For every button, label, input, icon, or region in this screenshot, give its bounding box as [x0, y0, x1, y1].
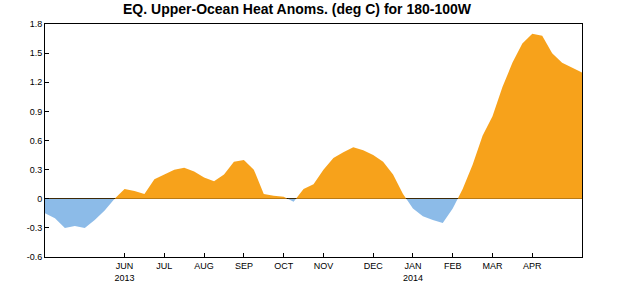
- svg-text:0.9: 0.9: [30, 107, 43, 117]
- svg-text:1.2: 1.2: [30, 77, 43, 87]
- svg-text:AUG: AUG: [194, 261, 214, 271]
- svg-text:NOV: NOV: [314, 261, 334, 271]
- svg-text:-0.6: -0.6: [27, 252, 43, 262]
- svg-text:-0.3: -0.3: [27, 223, 43, 233]
- svg-text:OCT: OCT: [274, 261, 294, 271]
- svg-text:0.3: 0.3: [30, 165, 43, 175]
- svg-text:SEP: SEP: [235, 261, 253, 271]
- svg-text:MAR: MAR: [483, 261, 504, 271]
- svg-text:JAN2014: JAN2014: [403, 261, 423, 283]
- svg-text:JUL: JUL: [156, 261, 172, 271]
- svg-text:EQ. Upper-Ocean Heat Anoms. (d: EQ. Upper-Ocean Heat Anoms. (deg C) for …: [123, 1, 472, 17]
- svg-text:DEC: DEC: [364, 261, 384, 271]
- svg-text:FEB: FEB: [444, 261, 462, 271]
- svg-text:JUN2013: JUN2013: [115, 261, 135, 283]
- svg-text:0: 0: [37, 194, 42, 204]
- svg-text:APR: APR: [523, 261, 542, 271]
- svg-text:1.8: 1.8: [30, 19, 43, 29]
- svg-text:1.5: 1.5: [30, 48, 43, 58]
- svg-text:0.6: 0.6: [30, 136, 43, 146]
